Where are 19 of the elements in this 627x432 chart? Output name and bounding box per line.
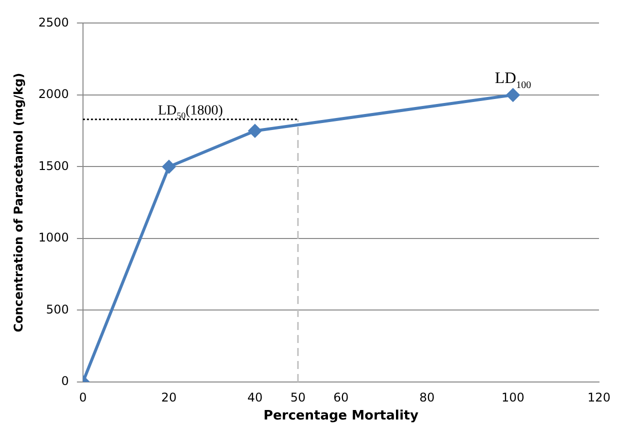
y-tick-label: 500 (46, 302, 69, 316)
x-tick-label: 50 (290, 390, 306, 404)
y-tick-label: 1000 (38, 230, 69, 245)
x-tick-label: 80 (419, 390, 435, 404)
x-axis-title: Percentage Mortality (263, 408, 420, 424)
y-tick-label: 2000 (38, 87, 69, 102)
x-tick-label: 120 (588, 390, 610, 404)
x-tick-label: 60 (333, 390, 349, 404)
x-tick-label: 0 (79, 390, 87, 404)
y-tick-label: 2500 (38, 15, 69, 30)
point (248, 124, 262, 138)
x-tick-label: 20 (161, 390, 177, 404)
y-tick-label: 1500 (38, 158, 69, 173)
x-tick-label: 40 (247, 390, 263, 404)
x-tick-label: 100 (502, 390, 524, 404)
point (162, 160, 176, 174)
y-axis-title: Concentration of Paracetamol (mg/kg) (11, 72, 26, 332)
point (506, 88, 520, 102)
y-tick-label: 0 (61, 374, 69, 388)
